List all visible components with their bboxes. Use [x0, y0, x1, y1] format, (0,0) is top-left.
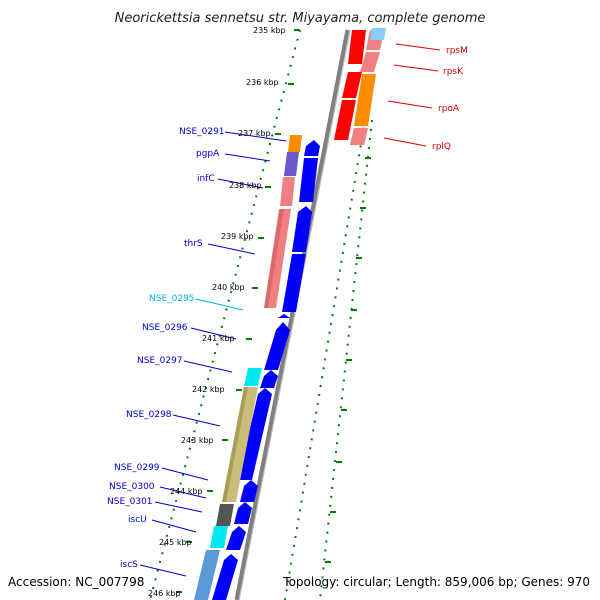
gene-label-rplQ[interactable]: rplQ [432, 142, 451, 152]
gene-label-iscU[interactable]: iscU [128, 515, 147, 525]
gene-label-infC[interactable]: infC [197, 174, 215, 184]
gene-label-NSE_0291[interactable]: NSE_0291 [179, 127, 225, 137]
gene-label-NSE_0296[interactable]: NSE_0296 [142, 323, 188, 333]
gene-label-NSE_0299[interactable]: NSE_0299 [114, 463, 160, 473]
right-gene-labels: rpsM rpsK rpoA rplQ [432, 46, 468, 152]
tick-label-235: 235 kbp [253, 26, 286, 35]
topology-text: Topology: circular; Length: 859,006 bp; … [282, 575, 590, 589]
tick-label-245: 245 kbp [159, 538, 192, 547]
gene-rpsK-salmon [360, 52, 380, 72]
gene-label-iscS[interactable]: iscS [120, 560, 138, 570]
tick-label-241: 241 kbp [202, 334, 235, 343]
genome-backbone [234, 29, 351, 600]
colored-feature-blocks [194, 135, 302, 600]
gene-top-cyan [370, 28, 386, 40]
tick-label-244: 244 kbp [170, 487, 203, 496]
gene-label-pgpA[interactable]: pgpA [196, 149, 220, 159]
tick-label-239: 239 kbp [221, 232, 254, 241]
gene-rpoA-red [334, 100, 356, 140]
tick-marks [176, 29, 300, 593]
outer-tick-dashes [325, 157, 371, 563]
top-features [334, 28, 386, 145]
left-gene-labels: NSE_0291 pgpA infC thrS NSE_0295 NSE_029… [107, 127, 225, 570]
right-leader-lines [383, 43, 441, 147]
tick-label-238: 238 kbp [229, 181, 262, 190]
tick-label-236: 236 kbp [246, 78, 279, 87]
accession-text: Accession: NC_007798 [8, 575, 144, 589]
tick-label-237: 237 kbp [238, 129, 271, 138]
tick-label-240: 240 kbp [212, 283, 245, 292]
gene-label-rpsM[interactable]: rpsM [446, 46, 468, 56]
gene-rplQ-salmon [350, 128, 368, 145]
gene-rpsK-red [342, 72, 362, 98]
gene-label-NSE_0295[interactable]: NSE_0295 [149, 294, 195, 304]
gene-label-NSE_0300[interactable]: NSE_0300 [109, 482, 155, 492]
tick-label-246: 246 kbp [148, 589, 181, 598]
genome-backbone-shadow [238, 29, 351, 600]
gene-label-NSE_0301[interactable]: NSE_0301 [107, 497, 153, 507]
left-leader-lines [139, 131, 287, 577]
tick-label-243: 243 kbp [181, 436, 214, 445]
tick-labels: 235 kbp 236 kbp 237 kbp 238 kbp 239 kbp … [148, 26, 286, 598]
gene-label-rpsK[interactable]: rpsK [443, 67, 464, 77]
gene-label-rpoA[interactable]: rpoA [438, 104, 460, 114]
gene-label-NSE_0298[interactable]: NSE_0298 [126, 410, 172, 420]
right-guide-line [284, 29, 381, 600]
blue-gene-arrows [212, 140, 320, 600]
gene-label-NSE_0297[interactable]: NSE_0297 [137, 356, 183, 366]
tick-label-242: 242 kbp [192, 385, 225, 394]
gene-label-thrS[interactable]: thrS [184, 239, 203, 249]
gene-rpsM-red [348, 30, 366, 64]
gene-rpoA-orange [354, 74, 376, 126]
map-title: Neorickettsia sennetsu str. Miyayama, co… [115, 11, 486, 26]
